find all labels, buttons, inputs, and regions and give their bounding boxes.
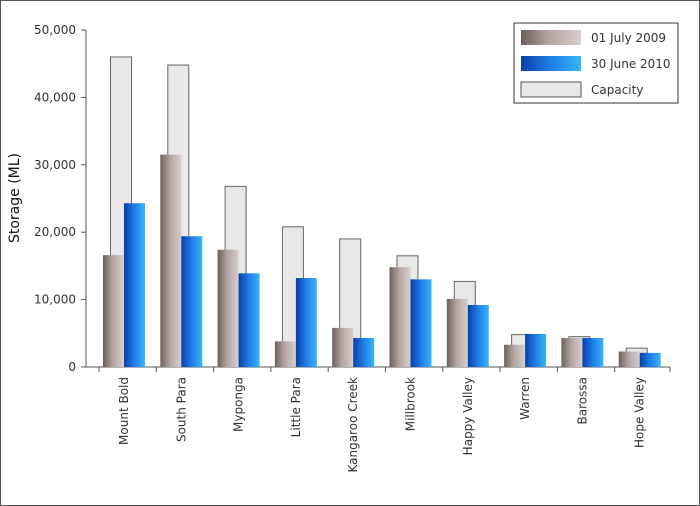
y-axis-title: Storage (ML) — [7, 153, 23, 243]
y-tick-label: 0 — [68, 360, 76, 374]
bar-2009-1 — [160, 154, 182, 367]
bar-2010-5 — [410, 279, 432, 367]
bar-2010-3 — [295, 278, 317, 367]
bar-2010-0 — [124, 203, 145, 367]
bar-2010-8 — [582, 338, 604, 367]
x-tick-label: Hope Valley — [633, 377, 647, 448]
x-tick-label: Kangaroo Creek — [346, 377, 360, 473]
legend: 01 July 2009 30 June 2010 Capacity — [513, 22, 679, 104]
bar-2009-7 — [504, 344, 526, 367]
y-tick-label: 10,000 — [34, 293, 76, 307]
y-tick-label: 50,000 — [34, 23, 76, 37]
legend-label-2010: 30 June 2010 — [591, 57, 671, 71]
y-tick-label: 30,000 — [34, 158, 76, 172]
y-tick-label: 40,000 — [34, 90, 76, 104]
bar-2009-0 — [103, 255, 124, 367]
x-tick-label: Millbrook — [404, 377, 418, 431]
bar-2009-3 — [274, 341, 296, 367]
x-tick-label: Little Para — [289, 377, 303, 437]
bar-2009-5 — [389, 267, 411, 367]
legend-swatch-2009 — [521, 30, 581, 45]
bar-2010-4 — [353, 338, 375, 367]
x-tick-label: Happy Valley — [461, 377, 475, 455]
legend-label-capacity: Capacity — [591, 83, 643, 97]
bar-2010-2 — [238, 273, 260, 367]
bar-2009-4 — [332, 327, 354, 367]
x-tick-label: South Para — [174, 377, 188, 442]
bar-2010-6 — [467, 304, 489, 367]
x-tick-label: Barossa — [575, 377, 589, 424]
y-tick-label: 20,000 — [34, 225, 76, 239]
x-tick-label: Myponga — [232, 377, 246, 432]
bar-2010-1 — [181, 236, 203, 367]
bar-2009-6 — [446, 298, 468, 367]
legend-label-2009: 01 July 2009 — [591, 31, 666, 45]
bar-2009-2 — [217, 249, 239, 367]
bar-2009-8 — [561, 338, 583, 367]
legend-swatch-2010 — [521, 56, 581, 71]
bar-2009-9 — [618, 351, 640, 367]
bar-2010-9 — [639, 352, 661, 367]
x-tick-label: Warren — [518, 377, 532, 420]
legend-swatch-capacity — [520, 81, 582, 98]
x-tick-label: Mount Bold — [117, 377, 131, 445]
bar-2010-7 — [525, 333, 547, 367]
